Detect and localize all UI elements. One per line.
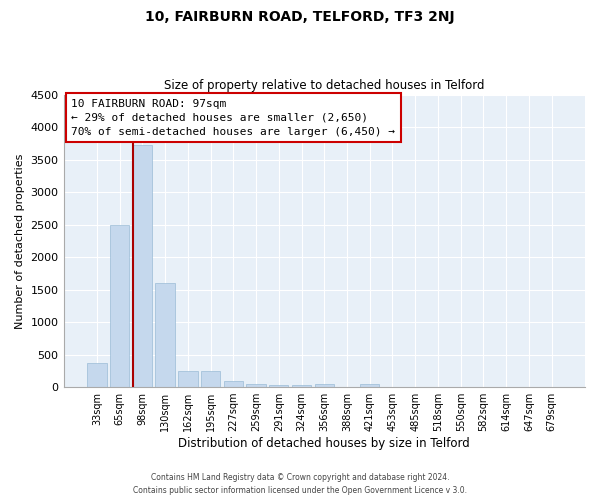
- X-axis label: Distribution of detached houses by size in Telford: Distribution of detached houses by size …: [178, 437, 470, 450]
- Bar: [247, 384, 266, 387]
- Bar: [360, 384, 379, 387]
- Bar: [224, 381, 243, 387]
- Text: Contains HM Land Registry data © Crown copyright and database right 2024.
Contai: Contains HM Land Registry data © Crown c…: [133, 474, 467, 495]
- Bar: [178, 372, 197, 387]
- Text: 10, FAIRBURN ROAD, TELFORD, TF3 2NJ: 10, FAIRBURN ROAD, TELFORD, TF3 2NJ: [145, 10, 455, 24]
- Y-axis label: Number of detached properties: Number of detached properties: [15, 153, 25, 328]
- Bar: [201, 372, 220, 387]
- Bar: [133, 145, 152, 387]
- Bar: [155, 283, 175, 387]
- Text: 10 FAIRBURN ROAD: 97sqm
← 29% of detached houses are smaller (2,650)
70% of semi: 10 FAIRBURN ROAD: 97sqm ← 29% of detache…: [71, 99, 395, 137]
- Bar: [292, 385, 311, 387]
- Bar: [314, 384, 334, 387]
- Bar: [269, 385, 289, 387]
- Bar: [87, 362, 107, 387]
- Bar: [110, 224, 130, 387]
- Title: Size of property relative to detached houses in Telford: Size of property relative to detached ho…: [164, 79, 485, 92]
